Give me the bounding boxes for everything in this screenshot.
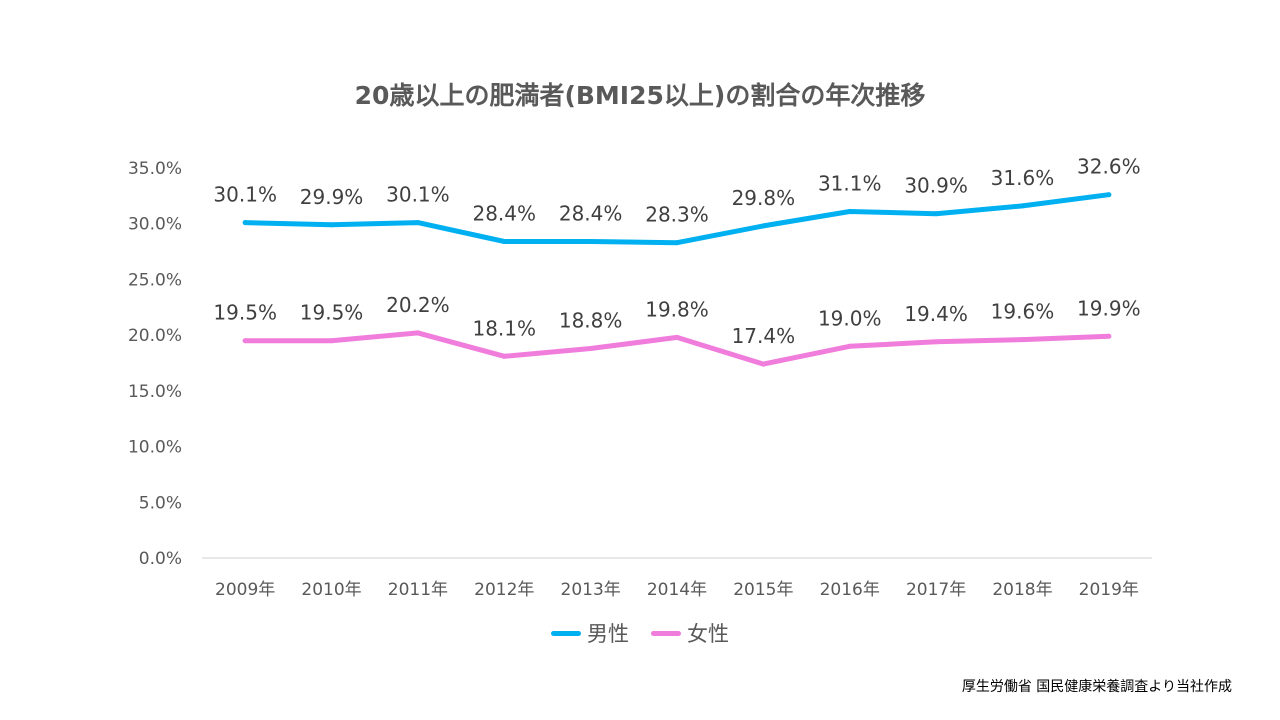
data-label: 29.8% [732,186,796,210]
data-label: 19.4% [904,302,968,326]
x-tick-label: 2017年 [906,580,966,600]
data-label: 20.2% [386,293,450,317]
data-label: 29.9% [300,185,364,209]
x-tick-label: 2010年 [301,580,361,600]
y-tick-label: 25.0% [128,270,182,290]
x-axis: 2009年 2010年 2011年 2012年 2013年 2014年 2015年 2016年… [202,557,1152,600]
data-point [501,353,507,359]
data-point [1106,192,1112,198]
data-label: 19.5% [300,301,364,325]
data-point [1019,337,1025,343]
data-point [1106,333,1112,339]
data-point [674,334,680,340]
y-tick-label: 35.0% [128,159,182,179]
data-point [415,220,421,226]
data-label: 28.4% [559,202,623,226]
x-tick-label: 2009年 [215,580,275,600]
data-label: 17.4% [732,324,796,348]
data-label: 28.3% [645,203,709,227]
data-label: 19.5% [213,301,277,325]
x-tick-label: 2018年 [992,580,1052,600]
x-tick-label: 2019年 [1079,580,1139,600]
data-point [847,208,853,214]
data-point [674,240,680,246]
legend: 男性 女性 [0,618,1280,648]
x-tick-label: 2013年 [561,580,621,600]
data-point [1019,203,1025,209]
legend-item-male: 男性 [551,618,629,648]
x-tick-label: 2012年 [474,580,534,600]
data-point [501,239,507,245]
data-label: 30.1% [213,183,277,207]
data-point [847,343,853,349]
y-tick-label: 5.0% [139,493,182,513]
y-tick-label: 0.0% [139,549,182,569]
chart-title: 20歳以上の肥満者(BMI25以上)の割合の年次推移 [354,81,926,110]
data-label: 31.1% [818,171,882,195]
data-label: 19.9% [1077,296,1141,320]
data-label: 19.6% [991,300,1055,324]
data-point [588,346,594,352]
data-label: 19.0% [818,306,882,330]
x-tick-label: 2011年 [388,580,448,600]
y-tick-label: 30.0% [128,215,182,235]
legend-swatch-male [551,630,581,636]
legend-label-male: 男性 [587,622,629,646]
data-point [242,220,248,226]
data-point [760,361,766,367]
data-point [933,211,939,217]
data-label: 19.8% [645,297,709,321]
data-point [329,222,335,228]
data-point [329,338,335,344]
series-layer [242,192,1112,367]
data-point [933,339,939,345]
data-point [760,223,766,229]
y-tick-label: 10.0% [128,438,182,458]
x-tick-label: 2014年 [647,580,707,600]
data-label: 30.1% [386,183,450,207]
x-tick-label: 2016年 [820,580,880,600]
data-label-layer: 30.1% 29.9% 30.1% 28.4% 28.4% 28.3% 29.8% 31.1%… [213,155,1140,348]
x-tick-label: 2015年 [733,580,793,600]
data-point [588,239,594,245]
source-note: 厚生労働省 国民健康栄養調査より当社作成 [961,679,1232,695]
data-label: 28.4% [472,202,536,226]
data-label: 18.1% [472,316,536,340]
data-point [242,338,248,344]
y-tick-label: 15.0% [128,382,182,402]
data-label: 32.6% [1077,155,1141,179]
data-label: 30.9% [904,174,968,198]
y-tick-label: 20.0% [128,326,182,346]
data-label: 31.6% [991,166,1055,190]
y-axis: 0.0% 5.0% 10.0% 15.0% 20.0% 25.0% 30.0% 35.0% [128,159,182,569]
legend-item-female: 女性 [651,618,729,648]
legend-label-female: 女性 [687,622,729,646]
data-label: 18.8% [559,309,623,333]
data-point [415,330,421,336]
legend-swatch-female [651,630,681,636]
